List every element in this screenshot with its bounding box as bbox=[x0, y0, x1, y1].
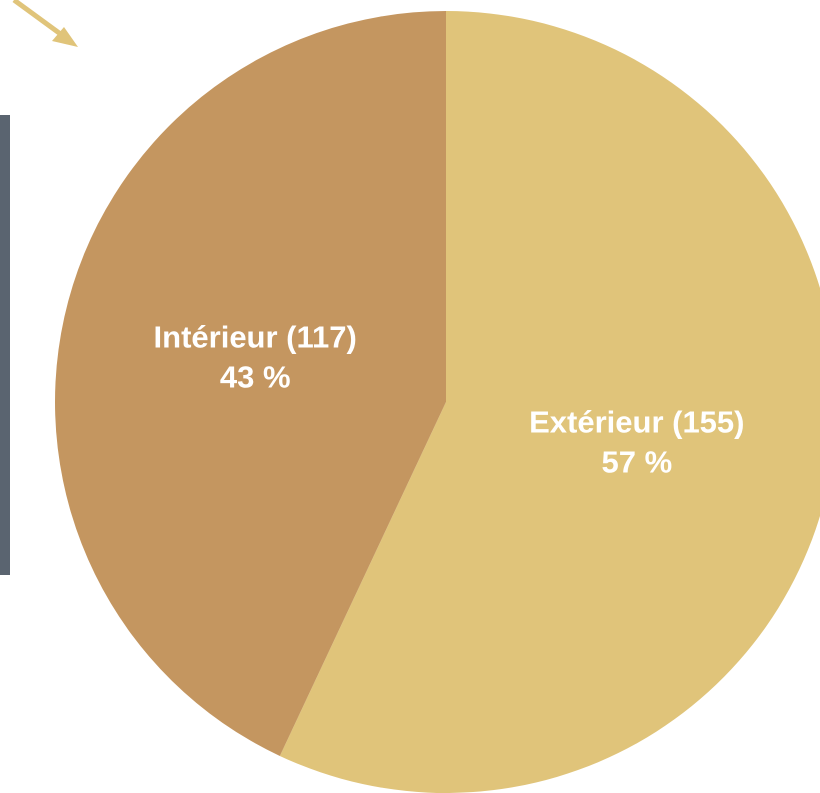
slice-label: Extérieur (155) bbox=[529, 405, 744, 440]
slice-percent: 57 % bbox=[601, 445, 672, 480]
pointer-arrow bbox=[12, 0, 78, 47]
slice-label: Intérieur (117) bbox=[154, 320, 357, 355]
pie-slice bbox=[279, 11, 820, 793]
slice-percent: 43 % bbox=[220, 360, 291, 395]
pie-slice bbox=[55, 11, 446, 756]
background-photo-edge bbox=[0, 115, 10, 575]
